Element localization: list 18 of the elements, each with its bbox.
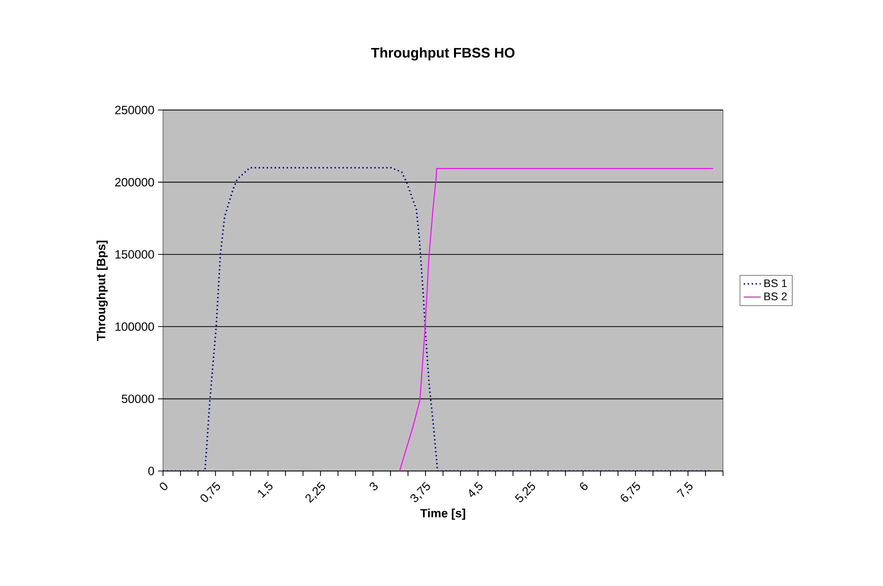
x-tick-label: 3 (370, 482, 378, 490)
legend-label: BS 1 (764, 279, 787, 288)
x-tick-label: 0 (160, 482, 168, 490)
x-tick-label: 1,5 (258, 482, 272, 498)
y-axis-title: Throughput [Bps] (96, 240, 108, 341)
y-tick-label: 150000 (115, 250, 154, 259)
line-series (399, 168, 714, 471)
y-tick-label: 0 (148, 466, 154, 476)
x-tick-label: 6 (580, 482, 588, 490)
x-tick-label: 4,5 (469, 482, 482, 498)
y-tick-label: 200000 (115, 178, 154, 186)
legend-label: BS 2 (764, 292, 787, 300)
y-tick-label: 50000 (122, 394, 154, 404)
x-tick-label: 7,5 (676, 482, 692, 498)
chart-title: Throughput FBSS HO (371, 47, 514, 60)
y-tick-label: 100000 (115, 322, 154, 331)
y-tick-label: 250000 (115, 106, 154, 114)
x-axis-title: Time [s] (420, 508, 466, 520)
